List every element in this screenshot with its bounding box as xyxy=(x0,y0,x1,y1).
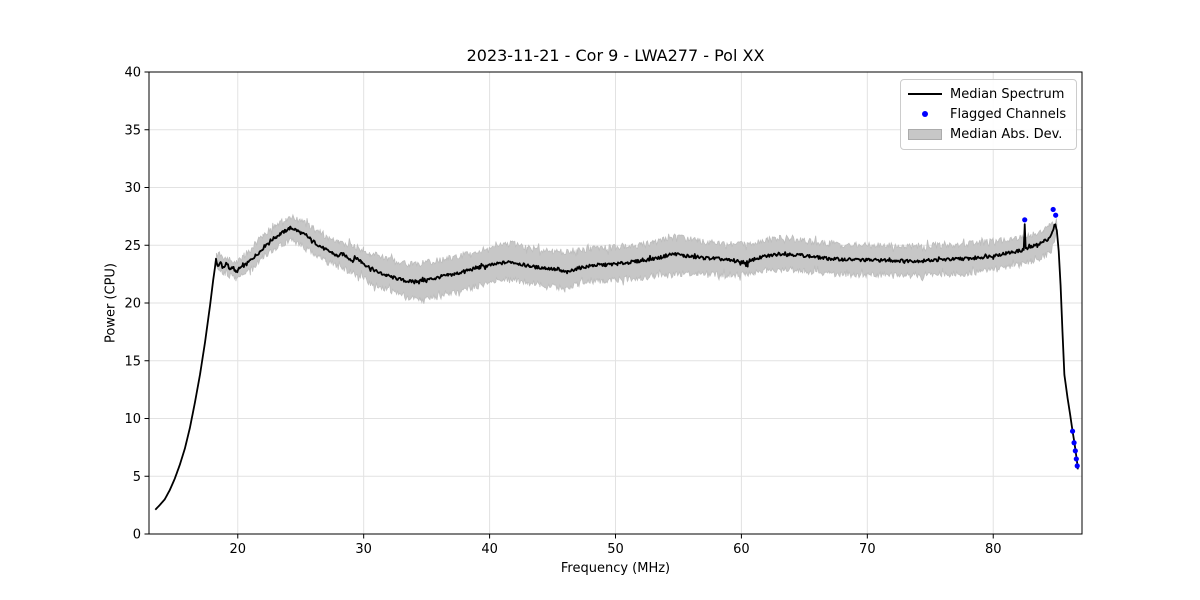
patch-sample-icon xyxy=(907,128,942,140)
y-tick-label: 0 xyxy=(133,528,141,543)
y-tick-label: 20 xyxy=(124,297,141,312)
y-tick-label: 5 xyxy=(133,470,141,485)
legend-item-median-spectrum: Median Spectrum xyxy=(907,84,1070,104)
legend-dot-swatch xyxy=(907,111,942,117)
legend-label: Flagged Channels xyxy=(950,106,1067,122)
flagged-channel-dot xyxy=(1071,440,1077,446)
y-tick-label: 40 xyxy=(124,66,141,81)
y-tick-label: 15 xyxy=(124,354,141,369)
x-axis-label: Frequency (MHz) xyxy=(560,561,671,576)
flagged-channel-dot xyxy=(1073,456,1079,462)
line-sample-icon xyxy=(907,93,942,95)
flagged-channel-dot xyxy=(1074,463,1080,469)
x-tick-label: 30 xyxy=(355,542,372,557)
x-tick-label: 60 xyxy=(733,542,750,557)
legend: Median Spectrum Flagged Channels Median … xyxy=(900,79,1077,150)
median-spectrum-line xyxy=(154,223,1079,511)
ticks: 20 30 40 50 60 70 80 0 5 10 15 20 25 30 35 40 xyxy=(124,66,1001,558)
flagged-channel-dot xyxy=(1053,212,1059,218)
legend-item-median-abs-dev: Median Abs. Dev. xyxy=(907,124,1070,144)
legend-item-flagged-channels: Flagged Channels xyxy=(907,104,1070,124)
plot-area xyxy=(154,206,1080,511)
y-tick-label: 25 xyxy=(124,239,141,254)
dot-sample-icon xyxy=(921,111,928,117)
x-tick-label: 70 xyxy=(859,542,876,557)
x-tick-label: 40 xyxy=(481,542,498,557)
x-tick-label: 50 xyxy=(607,542,624,557)
y-tick-label: 35 xyxy=(124,123,141,138)
flagged-channel-dot xyxy=(1072,448,1078,454)
flagged-channel-dot xyxy=(1050,206,1056,213)
x-tick-label: 80 xyxy=(985,542,1002,557)
flagged-channel-dot xyxy=(1022,217,1028,223)
y-tick-label: 10 xyxy=(124,412,141,427)
flagged-channel-dot xyxy=(1069,428,1076,434)
legend-line-swatch xyxy=(907,93,942,95)
x-tick-label: 20 xyxy=(229,542,246,557)
chart-title: 2023-11-21 - Cor 9 - LWA277 - Pol XX xyxy=(466,46,765,65)
y-axis-label: Power (CPU) xyxy=(103,262,119,344)
legend-label: Median Abs. Dev. xyxy=(950,126,1063,142)
y-tick-label: 30 xyxy=(124,181,141,196)
legend-label: Median Spectrum xyxy=(950,86,1065,102)
legend-patch-swatch xyxy=(907,128,942,140)
